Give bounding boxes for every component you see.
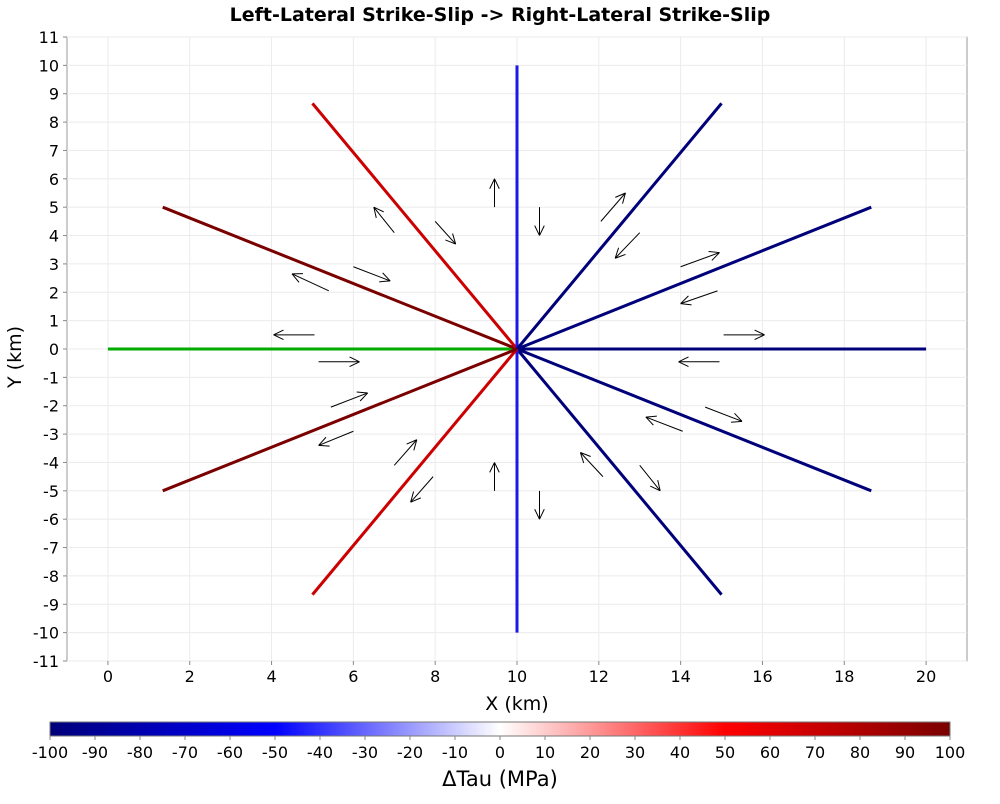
y-tick-label: 8 [49, 113, 59, 132]
y-tick-label: 4 [49, 227, 59, 246]
y-tick-label: -5 [43, 482, 59, 501]
slip-arrow-head [319, 445, 330, 446]
colorbar-tick-label: 20 [580, 743, 600, 762]
y-axis-label: Y (km) [4, 326, 26, 389]
y-tick-label: -11 [33, 652, 59, 671]
colorbar-tick-label: 30 [625, 743, 645, 762]
colorbar-tick-label: 0 [495, 743, 505, 762]
colorbar-tick-label: -70 [172, 743, 198, 762]
y-tick-label: 11 [39, 28, 59, 47]
y-tick-label: -1 [43, 368, 59, 387]
y-tick-label: -8 [43, 567, 59, 586]
x-tick-label: 6 [348, 667, 358, 686]
y-tick-label: -2 [43, 397, 59, 416]
y-tick-label: 0 [49, 340, 59, 359]
colorbar-tick-label: 90 [895, 743, 915, 762]
x-tick-label: 4 [266, 667, 276, 686]
x-axis-label: X (km) [485, 693, 548, 715]
colorbar-tick-label: 100 [935, 743, 966, 762]
x-tick-label: 18 [834, 667, 854, 686]
x-tick-label: 16 [752, 667, 772, 686]
colorbar-tick-label: -20 [397, 743, 423, 762]
colorbar-tick-label: -80 [127, 743, 153, 762]
y-tick-label: 6 [49, 170, 59, 189]
y-tick-label: 9 [49, 85, 59, 104]
colorbar-tick-label: -30 [352, 743, 378, 762]
colorbar-tick-label: -60 [217, 743, 243, 762]
y-tick-label: -10 [33, 624, 59, 643]
y-tick-label: -6 [43, 510, 59, 529]
colorbar-tick-label: -10 [442, 743, 468, 762]
colorbar-tick-label: 60 [760, 743, 780, 762]
chart-title: Left-Lateral Strike-Slip -> Right-Latera… [230, 4, 771, 26]
y-tick-label: 5 [49, 198, 59, 217]
x-tick-label: 10 [507, 667, 527, 686]
x-tick-label: 8 [430, 667, 440, 686]
y-tick-label: 10 [39, 56, 59, 75]
colorbar-tick-label: 80 [850, 743, 870, 762]
colorbar-tick-label: 50 [715, 743, 735, 762]
x-tick-label: 14 [670, 667, 690, 686]
y-tick-label: -4 [43, 453, 59, 472]
y-tick-label: 2 [49, 283, 59, 302]
y-tick-label: -7 [43, 539, 59, 558]
x-tick-label: 20 [916, 667, 936, 686]
y-tick-label: 1 [49, 312, 59, 331]
colorbar-tick-label: -40 [307, 743, 333, 762]
colorbar-tick-label: 40 [670, 743, 690, 762]
colorbar-tick-label: 70 [805, 743, 825, 762]
colorbar-label: ΔTau (MPa) [442, 767, 558, 791]
y-tick-label: -3 [43, 425, 59, 444]
y-tick-label: 3 [49, 255, 59, 274]
colorbar [50, 722, 950, 736]
colorbar-tick-label: 10 [535, 743, 555, 762]
colorbar-tick-label: -100 [32, 743, 68, 762]
x-tick-label: 12 [589, 667, 609, 686]
x-tick-label: 0 [103, 667, 113, 686]
colorbar-tick-label: -90 [82, 743, 108, 762]
y-tick-label: 7 [49, 141, 59, 160]
colorbar-tick-label: -50 [262, 743, 288, 762]
x-tick-label: 2 [185, 667, 195, 686]
y-tick-label: -9 [43, 595, 59, 614]
